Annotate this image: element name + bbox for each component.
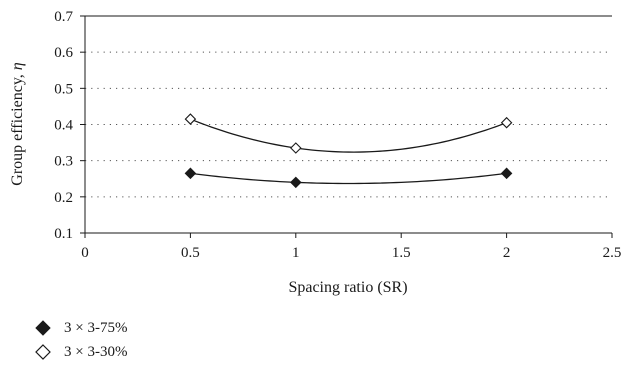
data-point-series-0	[290, 176, 302, 189]
y-axis-title-symbol: η	[9, 62, 26, 70]
axes	[84, 15, 612, 234]
data-point-series-1	[500, 116, 513, 129]
y-tick-label: 0.1	[54, 226, 73, 242]
legend-item-75: 3 × 3-75%	[34, 316, 127, 340]
x-tick-label: 0	[81, 245, 89, 261]
y-tick-label: 0.4	[54, 118, 73, 134]
y-axis-title: Group efficiency, η	[9, 62, 26, 186]
x-axis-title: Spacing ratio (SR)	[288, 279, 407, 296]
x-tick-label: 1.5	[392, 245, 411, 261]
y-tick-label: 0.7	[54, 9, 73, 25]
grid-lines	[85, 51, 612, 198]
chart-plot: 0.1 0.2 0.3 0.4 0.5 0.6 0.7 0 0.5 1 1.5 2 2.5 Spacin…	[9, 9, 621, 296]
x-tick-label: 0.5	[181, 245, 200, 261]
trend-curve-series-1	[190, 118, 507, 153]
trend-curves	[190, 118, 507, 185]
data-point-series-0	[184, 167, 197, 180]
legend-item-30: 3 × 3-30%	[34, 340, 127, 364]
filled-diamond-icon	[35, 320, 51, 336]
y-axis-title-main: Group efficiency,	[9, 70, 26, 186]
legend-label-30: 3 × 3-30%	[64, 344, 128, 360]
data-points	[184, 113, 513, 189]
data-point-series-1	[184, 113, 197, 125]
legend: 3 × 3-75% 3 × 3-30%	[34, 316, 127, 364]
y-tick-label: 0.3	[54, 154, 73, 170]
data-point-series-0	[500, 167, 513, 180]
y-tick-label: 0.6	[54, 45, 73, 61]
data-point-series-1	[290, 142, 302, 154]
x-tick-label: 2.5	[603, 245, 622, 261]
y-tick-label: 0.5	[54, 81, 73, 97]
x-tick-label: 1	[292, 245, 300, 261]
x-tick-label: 2	[503, 245, 511, 261]
y-tick-label: 0.2	[54, 190, 73, 206]
tick-labels: 0.1 0.2 0.3 0.4 0.5 0.6 0.7 0 0.5 1 1.5 2 2.5	[54, 9, 621, 261]
trend-curve-series-0	[190, 172, 507, 185]
legend-label-75: 3 × 3-75%	[64, 320, 128, 336]
open-diamond-icon	[35, 344, 51, 360]
